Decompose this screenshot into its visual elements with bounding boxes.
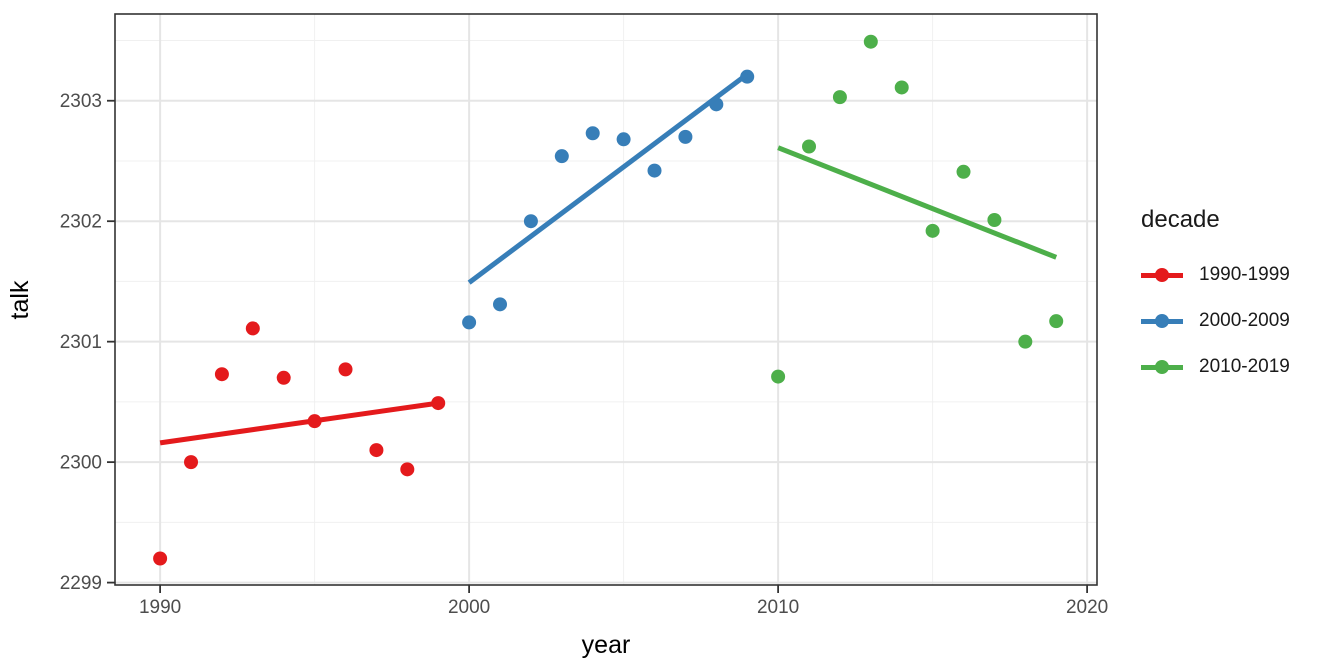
data-point	[338, 362, 353, 377]
data-point	[493, 297, 508, 312]
data-point	[1018, 334, 1033, 349]
data-point	[616, 132, 631, 147]
data-point	[863, 34, 878, 49]
legend-key-green	[1141, 355, 1183, 379]
data-point	[1049, 314, 1064, 329]
x-tick-label: 2020	[1066, 597, 1108, 618]
y-tick-label: 2302	[60, 212, 102, 233]
data-point	[276, 370, 291, 385]
data-point	[894, 80, 909, 95]
point-icon	[1155, 268, 1169, 282]
y-tick-label: 2301	[60, 332, 102, 353]
x-tick-label: 2000	[448, 597, 490, 618]
legend-title: decade	[1141, 206, 1220, 233]
legend: decade 1990-1999 2000-2009 2010-2019	[1141, 206, 1290, 390]
trend-line	[777, 145, 1058, 260]
data-point	[987, 212, 1002, 227]
legend-entry-label: 2000-2009	[1199, 310, 1290, 331]
x-axis-title: year	[582, 631, 631, 659]
trend-line	[159, 400, 439, 446]
data-point	[184, 455, 199, 470]
trend-line	[467, 72, 749, 285]
panel-border	[114, 13, 1098, 586]
data-point	[802, 139, 817, 154]
data-point	[771, 369, 786, 384]
legend-entry-label: 2010-2019	[1199, 356, 1290, 377]
data-point	[153, 551, 168, 566]
legend-entry-label: 1990-1999	[1199, 264, 1290, 285]
x-tick-label: 1990	[139, 597, 181, 618]
data-point	[554, 149, 569, 164]
data-point	[214, 367, 229, 382]
data-point	[400, 462, 415, 477]
point-icon	[1155, 360, 1169, 374]
data-point	[647, 163, 662, 178]
data-point	[925, 223, 940, 238]
y-tick-label: 2300	[60, 453, 102, 474]
data-point	[369, 443, 384, 458]
y-tick-label: 2299	[60, 573, 102, 594]
legend-entry-1990-1999: 1990-1999	[1141, 252, 1290, 298]
data-point	[523, 214, 538, 229]
legend-key-blue	[1141, 309, 1183, 333]
legend-key-red	[1141, 263, 1183, 287]
legend-entry-2010-2019: 2010-2019	[1141, 344, 1290, 390]
legend-entry-2000-2009: 2000-2009	[1141, 298, 1290, 344]
y-tick-label: 2303	[60, 91, 102, 112]
x-tick-label: 2010	[757, 597, 799, 618]
y-axis-title: talk	[6, 280, 34, 319]
data-point	[462, 315, 477, 330]
data-point	[832, 90, 847, 105]
data-point	[678, 129, 693, 144]
data-point	[245, 321, 260, 336]
data-point	[585, 126, 600, 141]
data-point	[956, 164, 971, 179]
point-icon	[1155, 314, 1169, 328]
